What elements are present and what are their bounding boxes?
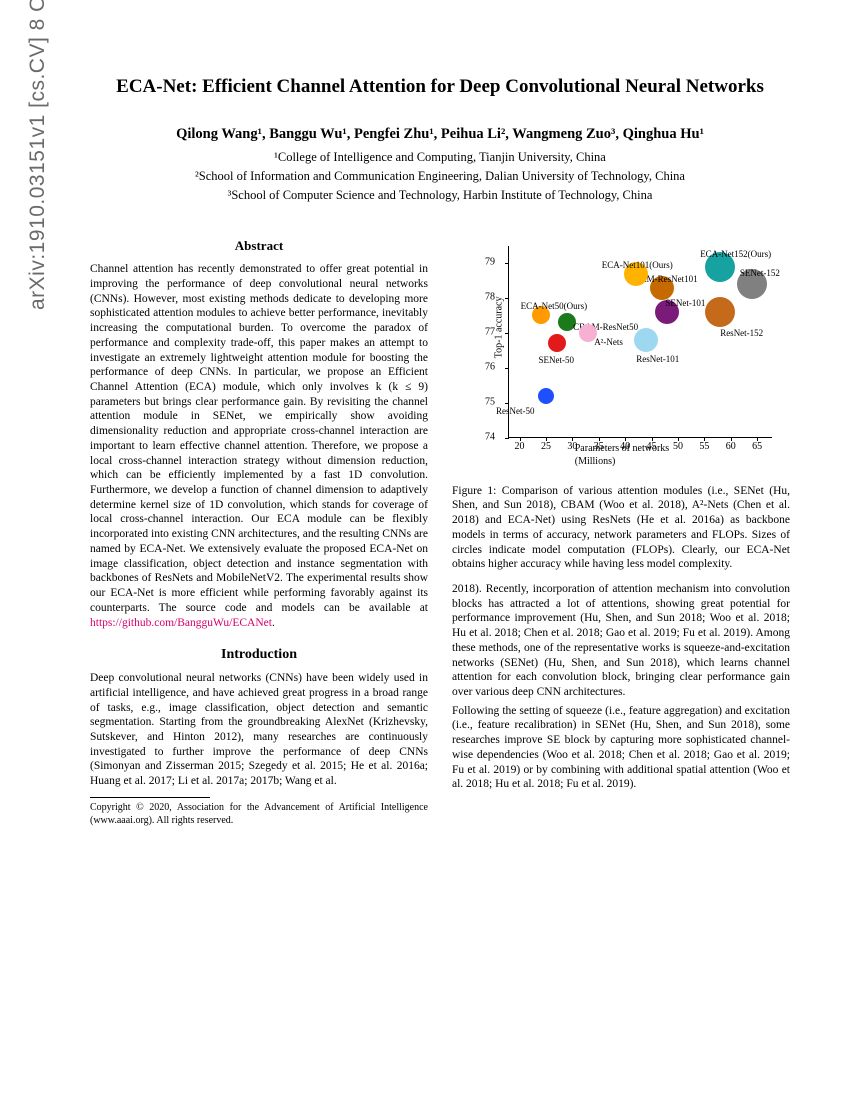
period: . [272, 617, 275, 629]
y-tick: 74 [485, 431, 495, 444]
y-tick: 79 [485, 257, 495, 270]
intro-heading: Introduction [90, 646, 428, 664]
y-tick: 76 [485, 361, 495, 374]
x-tick: 30 [567, 441, 577, 454]
x-tick: 65 [752, 441, 762, 454]
chart-point [634, 328, 658, 352]
x-tick: 60 [726, 441, 736, 454]
x-tick: 35 [594, 441, 604, 454]
x-tick: 40 [620, 441, 630, 454]
x-tick: 25 [541, 441, 551, 454]
chart-point-label: ResNet-152 [720, 328, 763, 340]
figure-1: Top-1 accuracy Parameters of networks (M… [452, 238, 790, 572]
y-tick: 75 [485, 396, 495, 409]
page-content: ECA-Net: Efficient Channel Attention for… [90, 76, 790, 827]
plot-area: Top-1 accuracy Parameters of networks (M… [508, 246, 772, 438]
chart-point-label: ECA-Net101(Ours) [602, 260, 673, 272]
chart-point-label: ECA-Net152(Ours) [700, 249, 771, 261]
abstract-body: Channel attention has recently demonstra… [90, 263, 428, 614]
chart-point-label: ResNet-101 [636, 354, 679, 366]
y-tick: 77 [485, 326, 495, 339]
authors-line: Qilong Wang¹, Banggu Wu¹, Pengfei Zhu¹, … [90, 126, 790, 143]
code-link[interactable]: https://github.com/BangguWu/ECANet [90, 617, 272, 629]
abstract-heading: Abstract [90, 238, 428, 255]
x-tick: 20 [515, 441, 525, 454]
right-p2: Following the setting of squeeze (i.e., … [452, 704, 790, 792]
copyright-text: Copyright © 2020, Association for the Ad… [90, 802, 428, 828]
abstract-text: Channel attention has recently demonstra… [90, 262, 428, 630]
intro-p1: Deep convolutional neural networks (CNNs… [90, 671, 428, 789]
affiliation-3: ³School of Computer Science and Technolo… [90, 187, 790, 204]
chart-point-label: SENet-50 [539, 355, 575, 367]
right-column: Top-1 accuracy Parameters of networks (M… [452, 238, 790, 828]
chart-point-label: ECA-Net50(Ours) [521, 301, 588, 313]
scatter-chart: Top-1 accuracy Parameters of networks (M… [462, 238, 782, 468]
affiliation-1: ¹College of Intelligence and Computing, … [90, 149, 790, 166]
left-column: Abstract Channel attention has recently … [90, 238, 428, 828]
x-tick: 45 [647, 441, 657, 454]
chart-point-label: ResNet-50 [496, 406, 535, 418]
y-tick: 78 [485, 292, 495, 305]
chart-point [705, 297, 735, 327]
chart-point-label: A²-Nets [594, 337, 623, 349]
x-tick: 55 [699, 441, 709, 454]
paper-title: ECA-Net: Efficient Channel Attention for… [90, 76, 790, 98]
chart-point [548, 334, 566, 352]
right-p1: 2018). Recently, incorporation of attent… [452, 582, 790, 700]
footnote-rule [90, 797, 210, 798]
arxiv-stamp: arXiv:1910.03151v1 [cs.CV] 8 Oct 2019 [26, 0, 50, 310]
chart-point-label: SENet-152 [740, 268, 780, 280]
affiliation-2: ²School of Information and Communication… [90, 168, 790, 185]
y-axis-label: Top-1 accuracy [493, 297, 506, 359]
x-tick: 50 [673, 441, 683, 454]
chart-point [538, 388, 554, 404]
figure-caption: Figure 1: Comparison of various attentio… [452, 484, 790, 572]
chart-point-label: SENet-101 [665, 298, 705, 310]
